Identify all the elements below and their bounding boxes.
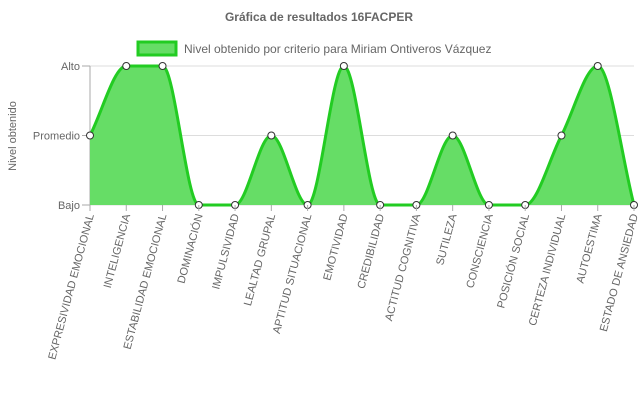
legend-label[interactable]: Nivel obtenido por criterio para Miriam … [184,42,491,56]
y-axis-label: Nivel obtenido [7,101,19,171]
y-axis-ticks: Bajo Promedio Alto [33,61,90,212]
data-point [557,131,566,140]
series-line [88,64,636,207]
y-tick-label: Promedio [33,131,80,143]
data-point [86,131,94,140]
x-tick-label: ACTITUD COGNITIVA [383,212,423,322]
x-tick-label: LEALTAD GRUPAL [242,213,278,308]
x-tick-label: INTELIGENCIA [102,212,134,290]
data-point [267,131,276,140]
x-tick-label: ESTABILIDAD EMOCIONAL [122,213,170,351]
x-tick-label: AUTOESTIMA [575,212,605,285]
data-point [448,131,457,140]
x-tick-label: ESTADO DE ANSIEDAD [598,213,639,333]
chart-title: Gráfica de resultados 16FACPER [225,10,413,24]
data-point [122,62,131,70]
legend[interactable]: Nivel obtenido por criterio para Miriam … [136,40,491,57]
legend-swatch[interactable] [136,40,178,57]
x-tick-label: IMPULSIVIDAD [210,213,242,291]
data-point [339,62,348,70]
x-tick-label: CERTEZA INDIVIDUAL [527,213,568,328]
data-point [158,62,167,70]
x-tick-label: CREDIBILIDAD [356,213,388,291]
y-tick-label: Bajo [58,200,80,212]
x-tick-label: EXPRESIVIDAD EMOCIONAL [46,213,97,361]
x-tick-label: CONSCIENCIA [464,212,496,290]
x-axis-ticks: EXPRESIVIDAD EMOCIONAL INTELIGENCIAESTABI… [46,205,639,361]
data-point [593,62,602,70]
x-tick-label: DOMINACIÓN [175,212,206,284]
x-tick-label: EMOTIVIDAD [321,213,350,282]
x-tick-label: APTITUD SITUACIONAL [271,213,315,335]
x-tick-label: POSICIÓN SOCIAL [494,212,532,309]
x-tick-label: SUTILEZA [434,212,459,267]
y-tick-label: Alto [61,61,80,73]
series-area [88,64,636,207]
